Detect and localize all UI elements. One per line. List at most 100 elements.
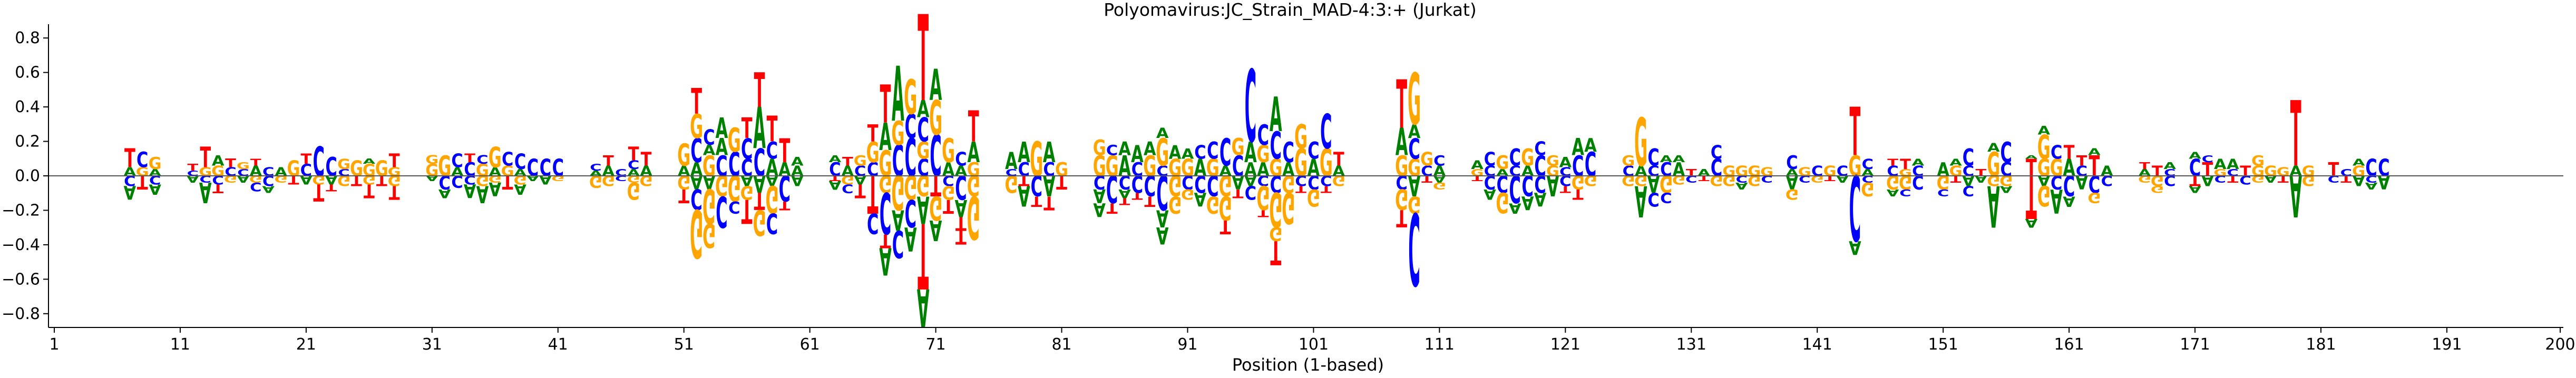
logo-letter-A: A [1673, 153, 1685, 164]
svg-text:A: A [1131, 141, 1144, 168]
svg-text:C: C [2365, 154, 2377, 182]
logo-letter-A: A [1949, 157, 1962, 168]
svg-text:A: A [2353, 157, 2365, 168]
logo-letter-C: C [1685, 174, 1697, 185]
svg-text:G: G [1433, 181, 1446, 192]
svg-text:A: A [2163, 160, 2176, 171]
svg-text:G: G [1987, 145, 2000, 184]
logo-letter-A: A [1673, 158, 1685, 181]
svg-text:T: T [779, 198, 791, 212]
svg-text:T: T [678, 185, 689, 207]
svg-text:A: A [2378, 171, 2390, 193]
logo-letter-C: C [766, 206, 778, 240]
logo-letter-A: A [917, 96, 930, 124]
svg-text:A: A [1018, 136, 1030, 170]
logo-letter-A: A [1257, 158, 1270, 181]
svg-text:G: G [1093, 150, 1106, 183]
svg-text:C: C [1484, 171, 1496, 193]
logo-letter-G: G [879, 144, 892, 184]
logo-letter-G: G [728, 167, 741, 207]
svg-text:G: G [199, 165, 212, 179]
svg-text:G: G [1722, 163, 1735, 180]
logo-letter-T: T [741, 112, 753, 145]
logo-letter-C: C [136, 148, 148, 173]
svg-text:A: A [1182, 145, 1194, 162]
svg-text:A: A [2000, 184, 2013, 195]
svg-text:A: A [842, 163, 854, 180]
svg-text:A: A [1635, 163, 1647, 180]
logo-letter-C: C [1963, 163, 1974, 180]
svg-text:T: T [628, 143, 639, 165]
svg-text:G: G [551, 174, 564, 183]
svg-text:G: G [1156, 131, 1169, 174]
logo-letter-G: G [891, 114, 904, 153]
svg-text:C: C [905, 191, 916, 235]
logo-letter-T: T [225, 157, 237, 171]
logo-letter-T: T [1233, 186, 1244, 200]
logo-letter-C: C [2051, 141, 2062, 163]
logo-letter-G: G [1055, 158, 1068, 181]
svg-text:T: T [2152, 163, 2163, 180]
logo-letter-C: C [867, 206, 879, 240]
logo-letter-T: T [855, 180, 866, 202]
svg-text:T: T [1950, 174, 1962, 185]
svg-text:G: G [942, 131, 955, 170]
svg-text:A: A [1559, 154, 1572, 171]
logo-letter-T: T [1018, 172, 1029, 189]
logo-letter-C: C [1219, 131, 1231, 174]
x-axis-label: Position (1-based) [1232, 355, 1384, 375]
svg-text:G: G [702, 178, 716, 233]
logo-letter-G: G [715, 168, 728, 202]
svg-text:C: C [476, 153, 488, 167]
x-tick-label: 171 [2180, 335, 2210, 354]
svg-text:G: G [1496, 152, 1509, 174]
svg-text:C: C [1509, 144, 1521, 172]
logo-letter-A: A [791, 155, 804, 168]
logo-letter-T: T [1321, 184, 1332, 195]
logo-letter-T: T [137, 171, 148, 193]
svg-text:A: A [262, 184, 275, 195]
logo-letter-G: G [2302, 172, 2315, 189]
svg-text:G: G [967, 158, 980, 181]
logo-letter-T: T [1031, 193, 1042, 210]
svg-text:G: G [1572, 171, 1585, 193]
svg-text:G: G [1622, 172, 1635, 189]
logo-letter-G: G [879, 170, 892, 197]
logo-letter-C: C [1144, 168, 1156, 202]
logo-letter-C: C [1182, 171, 1193, 193]
svg-text:A: A [1962, 172, 1975, 189]
svg-text:C: C [1887, 163, 1898, 180]
logo-letter-T: T [741, 192, 753, 231]
svg-text:A: A [1521, 192, 1534, 214]
logo-letter-A: A [1232, 171, 1244, 193]
logo-letter-A: A [1521, 163, 1534, 180]
svg-text:A: A [1244, 158, 1257, 181]
logo-letter-A: A [1660, 153, 1673, 164]
logo-letter-C: C [2189, 154, 2201, 182]
logo-letter-G: G [1269, 154, 1282, 182]
logo-letter-C: C [1963, 183, 1974, 200]
logo-letter-T: T [464, 152, 476, 165]
logo-letter-C: C [690, 131, 702, 170]
svg-text:T: T [955, 213, 967, 235]
logo-letter-G: G [1294, 141, 1307, 185]
logo-letter-T: T [2290, 82, 2301, 187]
logo-letter-G: G [1168, 154, 1182, 182]
logo-letter-C: C [1157, 165, 1168, 220]
logo-letter-A: A [1043, 136, 1056, 170]
svg-text:G: G [589, 172, 602, 191]
logo-letter-G: G [2138, 174, 2151, 185]
svg-text:G: G [2352, 163, 2365, 180]
svg-text:A: A [690, 158, 703, 181]
svg-text:T: T [767, 110, 778, 150]
logo-letter-C: C [854, 163, 866, 180]
x-tick-label: 21 [296, 335, 316, 354]
logo-letter-C: C [905, 107, 916, 146]
logo-letter-T: T [603, 152, 614, 169]
svg-text:C: C [300, 161, 312, 180]
svg-text:G: G [1269, 223, 1282, 245]
logo-letter-A: A [1005, 147, 1018, 175]
logo-letter-A: A [2189, 184, 2201, 195]
logo-letter-C: C [1862, 156, 1874, 173]
logo-letter-A: A [1219, 163, 1232, 180]
